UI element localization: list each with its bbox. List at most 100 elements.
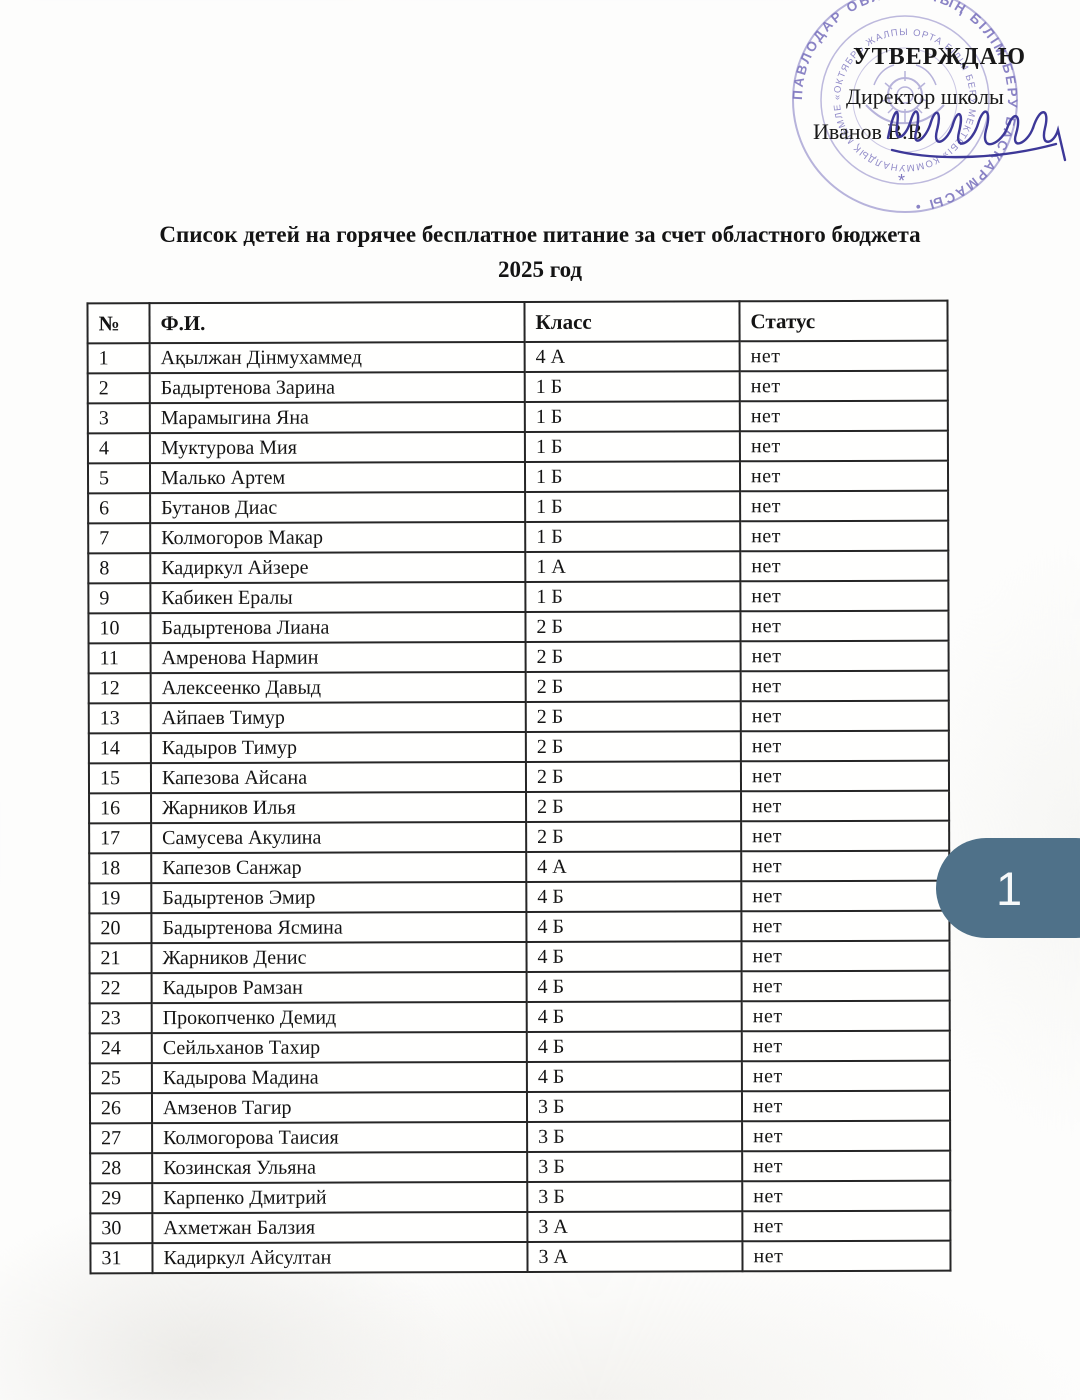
student-class: 3 А (527, 1211, 743, 1242)
student-name: Амренова Нармин (150, 641, 526, 674)
student-name: Прокопченко Демид (151, 1001, 527, 1034)
student-class: 1 Б (525, 581, 741, 612)
student-number: 9 (88, 583, 151, 614)
student-number: 25 (89, 1063, 152, 1094)
student-row: 21 Жарников Денис 4 Б нет (89, 940, 950, 974)
student-class: 2 Б (526, 791, 742, 822)
student-number: 7 (88, 523, 151, 554)
student-number: 12 (88, 673, 151, 704)
student-number: 6 (88, 493, 151, 524)
student-number: 11 (88, 643, 151, 674)
student-name: Колмогоров Макар (150, 521, 526, 554)
student-status: нет (741, 790, 950, 822)
student-number: 24 (89, 1033, 152, 1064)
student-row: 30 Ахметжан Балзия 3 А нет (90, 1210, 951, 1244)
student-name: Айпаев Тимур (150, 701, 526, 734)
student-name: Кадыров Тимур (150, 731, 526, 764)
student-class: 1 Б (524, 461, 741, 492)
student-class: 4 А (526, 851, 742, 882)
student-number: 15 (88, 763, 152, 794)
header-status: Статус (739, 300, 948, 342)
student-number: 10 (88, 613, 151, 644)
student-name: Ақылжан Дінмухаммед (149, 341, 525, 374)
student-status: нет (741, 1090, 951, 1122)
student-status: нет (741, 880, 950, 912)
student-name: Бадыртенов Эмир (151, 881, 527, 914)
student-status: нет (741, 910, 950, 942)
student-number: 3 (87, 403, 150, 434)
student-row: 16 Жарников Илья 2 Б нет (89, 790, 950, 824)
student-status: нет (739, 460, 949, 492)
student-class: 3 Б (527, 1151, 743, 1182)
student-row: 13 Айпаев Тимур 2 Б нет (88, 700, 949, 734)
student-class: 4 Б (526, 1001, 742, 1032)
student-status: нет (741, 970, 950, 1002)
student-status: нет (740, 700, 949, 732)
student-name: Малько Артем (149, 461, 526, 494)
student-number: 23 (89, 1003, 152, 1034)
student-row: 19 Бадыртенов Эмир 4 Б нет (89, 880, 950, 914)
student-name: Капезов Санжар (151, 851, 527, 884)
student-row: 27 Колмогорова Таисия 3 Б нет (90, 1120, 951, 1154)
student-status: нет (741, 1060, 950, 1092)
student-name: Сейльханов Тахир (151, 1031, 527, 1064)
approve-word: УТВЕРЖДАЮ (853, 44, 1027, 70)
student-row: 12 Алексеенко Давыд 2 Б нет (88, 670, 949, 704)
student-name: Жарников Илья (151, 791, 527, 824)
student-number: 18 (89, 853, 152, 884)
student-number: 1 (87, 343, 150, 374)
student-row: 9 Кабикен Ералы 1 Б нет (88, 580, 949, 614)
student-number: 22 (89, 973, 152, 1004)
student-class: 3 Б (527, 1181, 743, 1212)
student-status: нет (739, 400, 948, 432)
document-title: Список детей на горячее бесплатное питан… (0, 222, 1080, 283)
student-name: Кадырова Мадина (151, 1061, 527, 1094)
student-status: нет (742, 1150, 951, 1182)
student-name: Бадыртенова Лиана (150, 611, 526, 644)
student-class: 2 Б (525, 761, 742, 792)
student-class: 2 Б (525, 701, 741, 732)
student-row: 20 Бадыртенова Ясмина 4 Б нет (89, 910, 950, 944)
student-row: 4 Муктурова Мия 1 Б нет (87, 430, 948, 464)
student-status: нет (741, 820, 950, 852)
student-number: 27 (90, 1123, 153, 1154)
student-class: 2 Б (525, 671, 741, 702)
student-row: 25 Кадырова Мадина 4 Б нет (89, 1060, 950, 1094)
student-number: 13 (88, 703, 151, 734)
page-number-badge[interactable]: 1 (936, 838, 1080, 938)
student-name: Кабикен Ералы (150, 581, 526, 614)
students-table: № Ф.И. Класс Статус 1 Ақылжан Дінмухамме… (86, 299, 952, 1275)
student-status: нет (742, 1210, 951, 1242)
student-class: 4 А (524, 341, 740, 372)
student-status: нет (740, 580, 949, 612)
student-name: Козинская Ульяна (152, 1151, 528, 1184)
student-name: Муктурова Мия (149, 431, 525, 464)
header-name: Ф.И. (149, 301, 525, 344)
student-name: Жарников Денис (151, 941, 527, 974)
student-row: 6 Бутанов Диас 1 Б нет (88, 490, 949, 524)
student-name: Кадыров Рамзан (151, 971, 527, 1004)
student-number: 14 (88, 733, 151, 764)
student-number: 28 (90, 1153, 153, 1184)
student-status: нет (739, 370, 948, 402)
student-row: 26 Амзенов Тагир 3 Б нет (89, 1090, 951, 1124)
student-row: 24 Сейльханов Тахир 4 Б нет (89, 1030, 950, 1064)
student-status: нет (742, 1120, 951, 1152)
student-row: 15 Капезова Айсана 2 Б нет (88, 760, 950, 794)
student-class: 3 Б (526, 1091, 743, 1122)
student-status: нет (741, 1000, 950, 1032)
student-name: Самусева Акулина (151, 821, 527, 854)
student-status: нет (740, 520, 949, 552)
student-number: 30 (90, 1213, 153, 1244)
student-number: 8 (88, 553, 151, 584)
page-number-label: 1 (996, 861, 1023, 915)
student-status: нет (742, 1180, 951, 1212)
student-name: Капезова Айсана (150, 761, 527, 794)
school-round-stamp: ПАВЛОДАР ОБЛЫСЫНЫҢ БІЛІМ БЕРУ БАСҚАРМАСЫ… (770, 0, 1018, 215)
student-row: 23 Прокопченко Демид 4 Б нет (89, 1000, 950, 1034)
student-class: 1 А (525, 551, 741, 582)
student-status: нет (739, 340, 948, 372)
student-name: Колмогорова Таисия (152, 1121, 528, 1154)
student-row: 10 Бадыртенова Лиана 2 Б нет (88, 610, 949, 644)
student-name: Амзенов Тагир (151, 1091, 528, 1124)
